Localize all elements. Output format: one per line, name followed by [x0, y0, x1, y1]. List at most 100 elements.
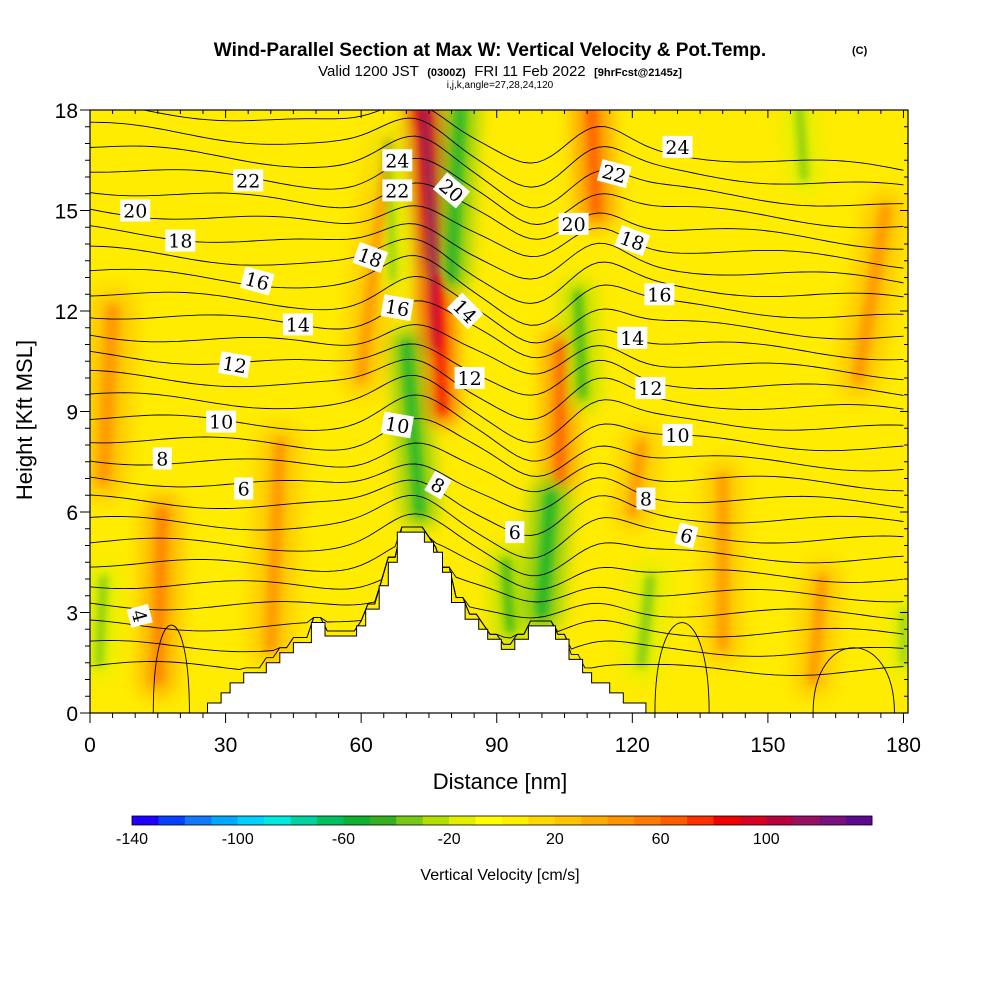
contour-label-box: [126, 603, 153, 628]
terrain: [90, 531, 908, 713]
contour-label-box: [635, 377, 666, 400]
subtitle-date: FRI 11 Feb 2022: [474, 63, 585, 80]
colorbar-swatch: [607, 816, 635, 825]
colorbar-swatch: [475, 816, 503, 825]
colorbar-swatch: [211, 816, 239, 825]
colorbar-swatch: [766, 816, 794, 825]
contour-label-text: 10: [383, 413, 411, 439]
isentrope-2: [90, 526, 904, 639]
x-tick-label: 90: [485, 734, 508, 757]
updraft-core-1: [434, 274, 446, 415]
contour-label: 10: [206, 410, 237, 434]
contour-label-text: 20: [562, 214, 586, 236]
isentrope-7: [90, 495, 904, 559]
contour-label-text: 6: [238, 479, 250, 501]
isentrope-17: [90, 300, 904, 361]
contour-label: 24: [662, 135, 693, 159]
contour-label-box: [454, 367, 485, 389]
colorbar-swatch: [132, 816, 159, 825]
contour-label-text: 22: [236, 170, 260, 192]
contour-label-box: [352, 241, 389, 273]
subtitle-valid: Valid 1200 JST: [318, 63, 419, 80]
colorbar: -140 -100 -60 -20 20 60 100: [116, 815, 873, 848]
contour-label-text: 24: [385, 150, 409, 172]
contour-label: 12: [217, 351, 252, 379]
colorbar-swatch: [158, 816, 186, 825]
colorbar-title: Vertical Velocity [cm/s]: [420, 867, 579, 884]
contour-label-text: 8: [156, 448, 168, 470]
colorbar-swatch: [660, 816, 688, 825]
y-tick-label: 18: [55, 100, 78, 123]
contour-label: 14: [282, 313, 313, 336]
x-tick-label: 0: [84, 734, 96, 757]
contour-label-box: [636, 487, 656, 510]
contour-label-box: [614, 225, 651, 257]
contour-label-box: [239, 266, 275, 296]
contour-label-box: [382, 149, 413, 172]
colorbar-swatch: [264, 816, 291, 825]
low-contour-0: [152, 624, 190, 713]
contour-label-text: 14: [620, 328, 644, 350]
subtitle-forecast: [9hrFcst@2145z]: [594, 67, 682, 79]
colorbar-swatch: [634, 816, 661, 825]
contour-label: 20: [120, 199, 151, 223]
contour-label: 10: [380, 411, 414, 439]
contour-label-text: 16: [647, 284, 671, 306]
contour-label-text: 14: [286, 314, 310, 336]
downdraft-core-5: [636, 573, 656, 668]
contour-label: 20: [558, 212, 589, 236]
contour-label-text: 8: [640, 489, 652, 511]
isentrope-13: [90, 374, 904, 443]
contour-label-box: [662, 135, 693, 158]
contour-label: 8: [636, 487, 656, 511]
colorbar-swatch: [237, 816, 265, 825]
y-tick-label: 3: [66, 603, 78, 626]
isentrope-8: [90, 479, 904, 536]
contour-label: 14: [617, 326, 648, 350]
contour-label-box: [152, 447, 172, 470]
updraft-core-6: [264, 438, 286, 653]
isentrope-23: [90, 182, 904, 250]
isentrope-5: [90, 526, 904, 590]
contour-label-box: [596, 159, 632, 189]
contour-label-box: [446, 292, 484, 330]
colorbar-swatch: [502, 816, 529, 825]
isentropes: [90, 110, 904, 713]
colorbar-swatch: [449, 816, 476, 825]
updraft-core-3: [586, 110, 602, 216]
isentrope-21: [90, 223, 904, 284]
colorbar-swatch: [369, 816, 397, 825]
contour-label: 12: [454, 367, 485, 390]
contour-label-box: [505, 521, 525, 544]
x-tick-label: 180: [886, 734, 921, 757]
contour-label-box: [380, 294, 414, 322]
isentrope-18: [90, 275, 904, 344]
downdraft-core-8: [795, 110, 809, 182]
downdraft-core-4: [574, 290, 587, 399]
contour-label: 16: [380, 294, 414, 322]
isentrope-11: [90, 418, 904, 477]
contour-label: 8: [152, 447, 172, 470]
x-tick-label: 150: [750, 734, 785, 757]
colorbar-swatch: [317, 816, 344, 825]
contour-label: 24: [382, 149, 413, 172]
low-contour-2: [812, 647, 895, 713]
contour-label: 22: [382, 179, 413, 202]
contour-label: 4: [126, 603, 153, 628]
x-tick-label: 60: [349, 734, 372, 757]
contour-label: 6: [234, 477, 254, 501]
contour-label-text: 24: [665, 137, 689, 159]
colorbar-frame: [131, 815, 873, 826]
colorbar-swatch: [713, 816, 741, 825]
contour-label-box: [617, 326, 648, 349]
updraft-core-11: [627, 439, 647, 518]
isentrope-14: [90, 358, 904, 420]
y-tick-label: 6: [66, 502, 78, 525]
colorbar-swatch: [422, 816, 450, 825]
colorbar-tick-label: -20: [438, 831, 461, 848]
isentrope-9: [90, 463, 904, 513]
contour-label: 6: [505, 521, 525, 544]
chart-subtitle: Valid 1200 JST (0300Z) FRI 11 Feb 2022 […: [318, 63, 682, 80]
